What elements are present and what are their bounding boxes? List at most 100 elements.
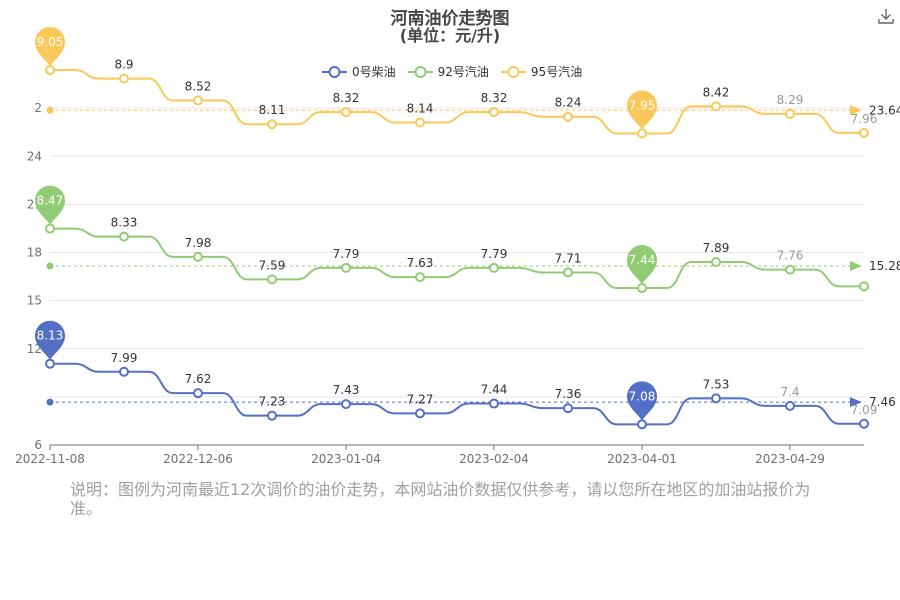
data-label: 7.76	[777, 249, 804, 263]
max-marker-pin[interactable]	[35, 26, 65, 66]
data-point[interactable]	[415, 272, 425, 283]
legend-label-diesel: 0号柴油	[352, 65, 396, 79]
series-line	[50, 68, 864, 135]
data-label: 8.42	[703, 85, 730, 99]
y-tick-label: 6	[34, 438, 42, 452]
data-point[interactable]	[637, 419, 647, 430]
data-label: 8.9	[114, 58, 133, 72]
legend-swatch-95	[500, 65, 526, 78]
average-line-arrow	[850, 397, 862, 408]
min-marker-label: 7.08	[629, 389, 656, 403]
data-point[interactable]	[489, 262, 499, 273]
data-label: 8.11	[259, 103, 286, 117]
max-marker-label: 8.13	[37, 329, 64, 343]
data-point[interactable]	[119, 231, 129, 242]
average-line-arrow	[850, 105, 862, 116]
data-point[interactable]	[489, 398, 499, 409]
footnote: 说明：图例为河南最近12次调价的油价走势，本网站油价数据仅供参考，请以您所在地区…	[70, 480, 811, 518]
data-point[interactable]	[563, 111, 573, 122]
data-point[interactable]	[637, 128, 647, 139]
data-point[interactable]	[119, 73, 129, 84]
data-point[interactable]	[785, 400, 795, 411]
download-icon[interactable]	[876, 6, 896, 26]
data-label: 7.71	[555, 251, 582, 265]
data-label: 8.32	[481, 91, 508, 105]
data-point[interactable]	[193, 95, 203, 106]
data-point[interactable]	[341, 399, 351, 410]
legend-item-diesel[interactable]: 0号柴油	[322, 63, 396, 80]
data-point[interactable]	[119, 366, 129, 377]
data-point[interactable]	[859, 127, 869, 138]
data-label: 7.09	[851, 403, 878, 417]
data-point[interactable]	[563, 403, 573, 414]
data-point[interactable]	[267, 274, 277, 285]
min-marker-pin[interactable]	[627, 90, 657, 130]
legend-label-95: 95号汽油	[530, 65, 583, 79]
data-point[interactable]	[415, 117, 425, 128]
data-point[interactable]	[45, 223, 55, 234]
max-marker-pin[interactable]	[35, 320, 65, 360]
data-point[interactable]	[785, 108, 795, 119]
data-label: 8.29	[777, 93, 804, 107]
data-label: 7.79	[333, 247, 360, 261]
data-point[interactable]	[415, 408, 425, 419]
data-label: 7.62	[185, 372, 212, 386]
y-tick-label: 24	[27, 149, 42, 163]
data-point[interactable]	[489, 107, 499, 118]
data-label: 8.33	[111, 216, 138, 230]
legend-swatch-diesel	[322, 65, 347, 78]
data-point[interactable]	[711, 393, 721, 404]
y-tick-label: 15	[27, 294, 42, 308]
data-label: 7.96	[851, 112, 878, 126]
data-label: 7.4	[780, 385, 799, 399]
data-point[interactable]	[193, 388, 203, 399]
data-point[interactable]	[711, 101, 721, 112]
data-label: 7.79	[481, 247, 508, 261]
data-point[interactable]	[785, 264, 795, 275]
series-line	[50, 227, 864, 290]
data-point[interactable]	[341, 107, 351, 118]
data-point[interactable]	[563, 267, 573, 278]
min-marker-pin[interactable]	[627, 381, 657, 421]
data-label: 7.43	[333, 383, 360, 397]
data-label: 8.24	[555, 96, 582, 110]
data-point[interactable]	[267, 410, 277, 421]
chart-title: 河南油价走势图	[390, 9, 510, 29]
series-line	[50, 362, 864, 426]
data-point[interactable]	[859, 281, 869, 292]
legend-item-92[interactable]: 92号汽油	[407, 63, 489, 80]
data-label: 7.53	[703, 377, 730, 391]
data-point[interactable]	[267, 119, 277, 130]
x-tick-label: 2023-04-29	[755, 452, 825, 466]
legend-label-92: 92号汽油	[437, 65, 489, 79]
data-label: 7.99	[111, 351, 138, 365]
average-line-label: 23.64	[869, 103, 900, 117]
y-tick-label: 2	[34, 101, 42, 115]
data-point[interactable]	[859, 418, 869, 429]
data-label: 7.27	[407, 392, 434, 406]
data-label: 7.63	[407, 256, 434, 270]
data-label: 7.98	[185, 236, 212, 250]
data-label: 7.36	[555, 387, 582, 401]
data-point[interactable]	[711, 257, 721, 268]
data-point[interactable]	[193, 251, 203, 262]
average-line-start	[46, 262, 54, 270]
data-label: 7.89	[703, 241, 730, 255]
data-label: 7.23	[259, 395, 286, 409]
data-point[interactable]	[341, 262, 351, 273]
max-marker-label: 8.47	[37, 194, 64, 208]
data-point[interactable]	[637, 283, 647, 294]
x-tick-label: 2023-04-01	[607, 452, 677, 466]
chart-subtitle: (单位：元/升)	[399, 26, 501, 45]
min-marker-pin[interactable]	[627, 245, 657, 285]
legend-swatch-92	[407, 65, 433, 78]
max-marker-label: 9.05	[37, 35, 64, 49]
legend-item-95[interactable]: 95号汽油	[500, 63, 583, 80]
max-marker-pin[interactable]	[35, 185, 65, 225]
data-label: 8.14	[407, 101, 434, 115]
data-label: 7.44	[481, 383, 508, 397]
data-label: 8.52	[185, 80, 212, 94]
legend: 0号柴油 92号汽油 95号汽油	[322, 63, 582, 80]
data-point[interactable]	[45, 64, 55, 75]
data-point[interactable]	[45, 358, 55, 369]
